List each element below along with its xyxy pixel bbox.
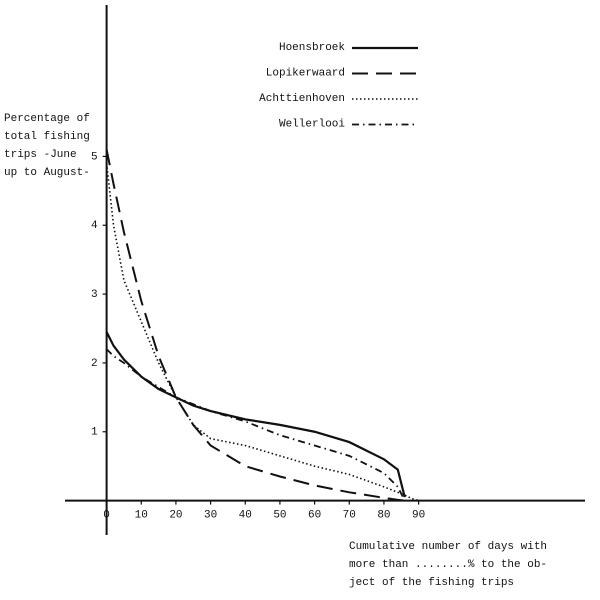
legend-label: Achttienhoven [259,93,345,105]
x-tick-label: 70 [343,509,356,521]
x-tick-label: 40 [239,509,252,521]
series-line [105,331,406,498]
x-tick-label: 10 [135,509,148,521]
y-axis-title: trips -June [4,149,77,161]
y-axis-title: up to August- [4,167,90,179]
x-axis-title: Cumulative number of days with [349,541,547,553]
x-tick-label: 90 [412,509,425,521]
y-tick-label: 3 [91,289,98,301]
x-axis-title: ject of the fishing trips [349,577,514,589]
x-tick-label: 50 [273,509,286,521]
x-tick-label: 80 [377,509,390,521]
y-tick-label: 5 [91,151,98,163]
x-tick-label: 0 [103,509,110,521]
series-line [105,163,419,502]
legend-label: Lopikerwaard [266,67,345,79]
x-axis-title: more than ........% to the ob- [349,559,547,571]
x-tick-label: 30 [204,509,217,521]
y-tick-label: 1 [91,427,98,439]
y-tick-label: 2 [91,358,98,370]
series-line [105,348,406,501]
legend-label: Hoensbroek [279,42,345,54]
legend-label: Wellerlooi [279,118,345,130]
x-tick-label: 60 [308,509,321,521]
x-tick-label: 20 [169,509,182,521]
y-axis-title: Percentage of [4,113,90,125]
y-axis-title: total fishing [4,131,90,143]
y-tick-label: 4 [91,220,98,232]
series-line [105,149,405,502]
